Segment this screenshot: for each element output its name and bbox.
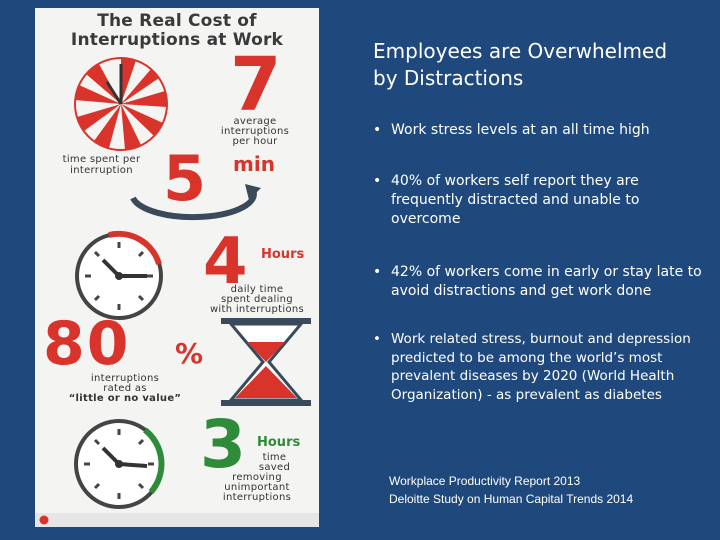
stat1-label-line3: per hour: [232, 136, 278, 147]
infographic-title-line1: The Real Cost of: [97, 11, 257, 31]
bullet-text: Work related stress, burnout and depress…: [391, 331, 691, 403]
bullet-text: 40% of workers self report they are freq…: [391, 173, 640, 227]
stat2-unit: min: [233, 152, 275, 176]
bullet-item: • Work stress levels at an all time high: [373, 121, 713, 140]
hourglass-icon: [221, 318, 311, 406]
stat5-unit: Hours: [257, 435, 301, 450]
stat3-label-line3: with interruptions: [209, 304, 305, 315]
stat1-label-line1: average: [233, 116, 277, 127]
circular-arrow-icon: [130, 184, 261, 221]
reference-2: Deloitte Study on Human Capital Trends 2…: [389, 492, 634, 506]
bullet-dot: •: [373, 173, 382, 189]
bullet-item: • Work related stress, burnout and depre…: [373, 330, 713, 404]
stat3-unit: Hours: [261, 247, 305, 262]
stat1-label-line2: interruptions: [220, 126, 290, 137]
bullet-dot: •: [373, 122, 382, 138]
infographic-footer: [35, 513, 319, 527]
bullet-text: Work stress levels at an all time high: [391, 122, 650, 138]
stat3-number: 4: [203, 225, 248, 299]
infographic-title-line2: Interruptions at Work: [70, 30, 284, 50]
stat4-unit: %: [175, 337, 204, 370]
stat5-label-line2: saved: [258, 462, 291, 473]
stat3-label-line2: spent dealing: [221, 294, 293, 305]
stat5-number: 3: [200, 406, 246, 483]
stat4-label-line2: rated as: [103, 383, 147, 394]
bullet-dot: •: [373, 264, 382, 280]
clock-icon-green: [74, 419, 165, 509]
stat5-label-line4: unimportant: [224, 482, 290, 493]
stat2-label-line1: time spent per: [62, 154, 141, 165]
stat4-label-line1: interruptions: [90, 373, 160, 384]
bullet-text: 42% of workers come in early or stay lat…: [391, 264, 702, 299]
bullet-item: • 40% of workers self report they are fr…: [373, 172, 713, 229]
clock-icon: [75, 230, 163, 320]
stat5-label-line1: time: [262, 452, 287, 463]
stat3-label-line1: daily time: [230, 284, 284, 295]
bullet-item: • 42% of workers come in early or stay l…: [373, 263, 713, 301]
slide-heading: Employees are Overwhelmed by Distraction…: [373, 39, 668, 90]
stat5-label-line3: removing: [232, 472, 282, 483]
clock-wheel-icon: [74, 57, 168, 151]
stat2-number: 5: [163, 142, 207, 215]
reference-1: Workplace Productivity Report 2013: [389, 474, 581, 488]
stat1-number: 7: [230, 42, 282, 128]
stat4-number: 80: [43, 309, 131, 379]
infographic-panel: The Real Cost of Interruptions at Work 7…: [35, 8, 319, 527]
stat5-label-line5: interruptions: [222, 492, 292, 503]
bullet-dot: •: [373, 331, 381, 347]
stat4-label-line3: “little or no value”: [68, 393, 182, 404]
footer-logo-icon: [39, 515, 49, 525]
stat2-label-line2: interruption: [70, 165, 133, 176]
